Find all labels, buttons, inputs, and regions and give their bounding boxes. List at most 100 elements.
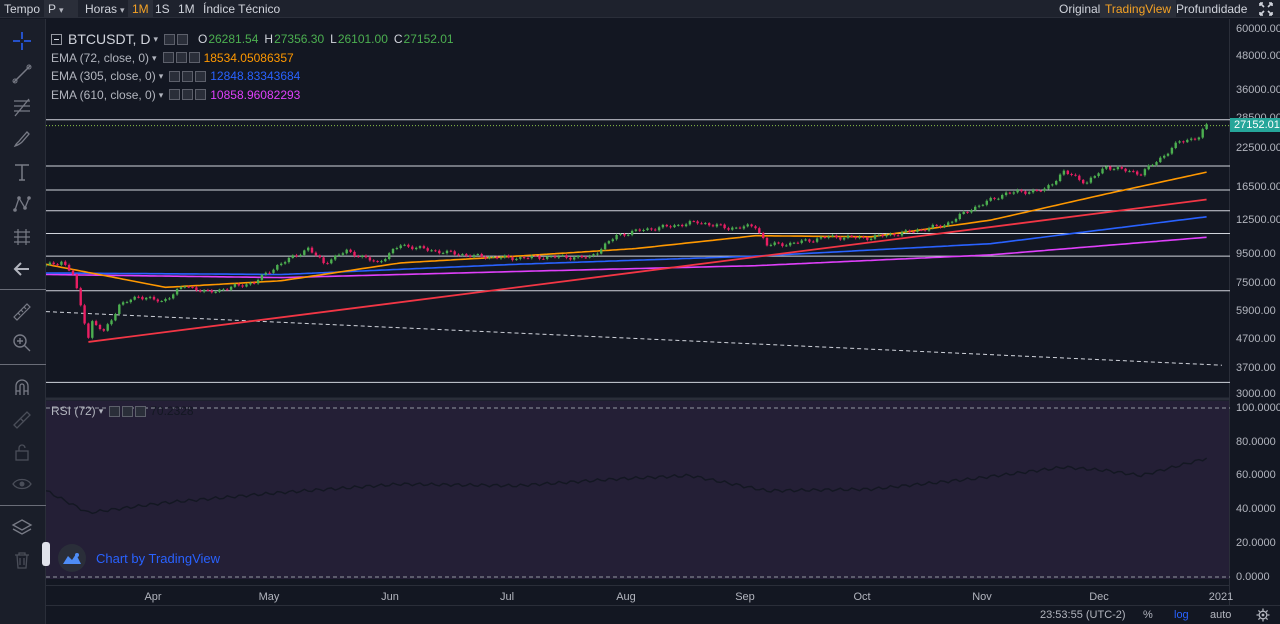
- fib-tool-icon[interactable]: [9, 94, 35, 120]
- back-arrow-icon[interactable]: [9, 256, 35, 282]
- candle-body: [573, 257, 576, 260]
- candle-body: [742, 226, 746, 229]
- ema-305-controls[interactable]: [169, 70, 207, 82]
- lock-icon[interactable]: [9, 439, 35, 465]
- candle-body: [503, 255, 506, 258]
- chevron-down-icon[interactable]: ▾: [153, 34, 158, 45]
- rsi-tick: 80.0000: [1236, 436, 1276, 448]
- candle-body: [441, 253, 445, 255]
- candle-body: [199, 290, 202, 292]
- auto-button[interactable]: auto: [1210, 609, 1232, 621]
- rsi-name[interactable]: RSI (72): [51, 404, 96, 418]
- layers-icon[interactable]: [9, 515, 35, 541]
- pattern-icon[interactable]: [9, 191, 35, 217]
- candle-body: [800, 240, 803, 243]
- ema-610-controls[interactable]: [169, 89, 207, 101]
- ema-72-name[interactable]: EMA (72, close, 0): [51, 50, 150, 65]
- candle-body: [684, 224, 688, 227]
- candle-body: [696, 221, 699, 224]
- ema-610-value: 10858.96082293: [210, 87, 301, 102]
- price-tick: 48000.00: [1236, 50, 1280, 62]
- chevron-down-icon[interactable]: ▾: [158, 89, 164, 100]
- chevron-down-icon[interactable]: ▾: [158, 71, 164, 82]
- symbol-title[interactable]: BTCUSDT, D: [68, 31, 151, 48]
- candle-body: [634, 229, 638, 231]
- candle-body: [499, 257, 503, 259]
- candle-body: [1008, 192, 1012, 194]
- candle-body: [654, 229, 657, 231]
- candle-body: [519, 257, 522, 259]
- eye-icon[interactable]: [9, 471, 35, 497]
- expand-icon[interactable]: [1258, 1, 1274, 17]
- interval-1m-button[interactable]: 1M: [128, 0, 153, 18]
- candle-body: [1124, 168, 1127, 172]
- view-tradingview-button[interactable]: TradingView: [1100, 0, 1177, 18]
- candle-body: [222, 289, 225, 291]
- candle-body: [272, 269, 275, 273]
- chevron-down-icon[interactable]: ▾: [152, 52, 157, 63]
- watermark-text: Chart by TradingView: [96, 550, 221, 566]
- candle-body: [738, 227, 742, 229]
- candle-body: [869, 238, 873, 240]
- candle-body: [912, 231, 915, 233]
- candle-body: [835, 235, 838, 238]
- candle-body: [160, 301, 163, 302]
- candle-body: [900, 232, 904, 236]
- candle-body: [920, 229, 923, 231]
- zoom-in-icon[interactable]: [9, 330, 35, 356]
- candle-body: [681, 224, 684, 227]
- candle-body: [546, 256, 549, 259]
- candle-body: [341, 253, 345, 255]
- ema-305-name[interactable]: EMA (305, close, 0): [51, 69, 156, 84]
- candle-body: [334, 255, 337, 260]
- candle-body: [603, 243, 607, 250]
- time-label-jun: Jun: [381, 591, 399, 603]
- hours-select[interactable]: Horas: [85, 0, 125, 18]
- candle-body: [121, 302, 125, 305]
- candle-body: [67, 264, 71, 271]
- chart-style-select[interactable]: P: [44, 0, 78, 18]
- top-toolbar: Tempo P Horas 1M 1S 1M Índice Técnico Or…: [0, 0, 1280, 18]
- candle-body: [1112, 169, 1116, 171]
- trend-line-icon[interactable]: [9, 61, 35, 87]
- candle-body: [361, 255, 364, 257]
- interval-1s-button[interactable]: 1S: [155, 2, 170, 16]
- rsi-controls[interactable]: [109, 405, 147, 417]
- chart-canvas[interactable]: [46, 19, 1280, 605]
- log-button[interactable]: log: [1174, 609, 1189, 621]
- candle-body: [812, 241, 815, 243]
- candle-body: [237, 284, 240, 286]
- candle-body: [773, 242, 776, 245]
- ema-610-name[interactable]: EMA (610, close, 0): [51, 87, 156, 102]
- ruler-icon[interactable]: [9, 299, 35, 325]
- eye-icon: [109, 405, 121, 417]
- gear-icon[interactable]: [1256, 608, 1270, 622]
- drawer-handle[interactable]: [42, 542, 50, 566]
- view-depth-button[interactable]: Profundidade: [1176, 2, 1248, 16]
- brush-icon[interactable]: [9, 126, 35, 152]
- candle-body: [94, 321, 98, 325]
- lock-drawing-icon[interactable]: [9, 407, 35, 433]
- view-original-button[interactable]: Original: [1059, 2, 1101, 16]
- trash-icon[interactable]: [9, 547, 35, 573]
- percent-button[interactable]: %: [1143, 609, 1153, 621]
- series-controls[interactable]: [163, 33, 188, 45]
- candle-body: [1028, 192, 1031, 194]
- tradingview-watermark[interactable]: Chart by TradingView: [58, 544, 220, 572]
- collapse-legend-icon[interactable]: [51, 33, 62, 45]
- crosshair-icon[interactable]: [9, 28, 35, 54]
- prediction-icon[interactable]: [9, 224, 35, 250]
- candle-body: [1020, 190, 1023, 192]
- interval-1month-button[interactable]: 1M: [178, 2, 195, 16]
- candle-body: [280, 263, 283, 266]
- text-icon[interactable]: [9, 159, 35, 185]
- candle-body: [318, 255, 321, 258]
- candle-body: [665, 224, 668, 227]
- technical-index-button[interactable]: Índice Técnico: [203, 2, 281, 16]
- chevron-down-icon[interactable]: ▾: [98, 405, 104, 416]
- magnet-icon[interactable]: [9, 374, 35, 400]
- candle-body: [229, 286, 233, 290]
- candle-body: [673, 225, 676, 228]
- ema-72-controls[interactable]: [162, 52, 200, 64]
- candle-body: [179, 287, 183, 289]
